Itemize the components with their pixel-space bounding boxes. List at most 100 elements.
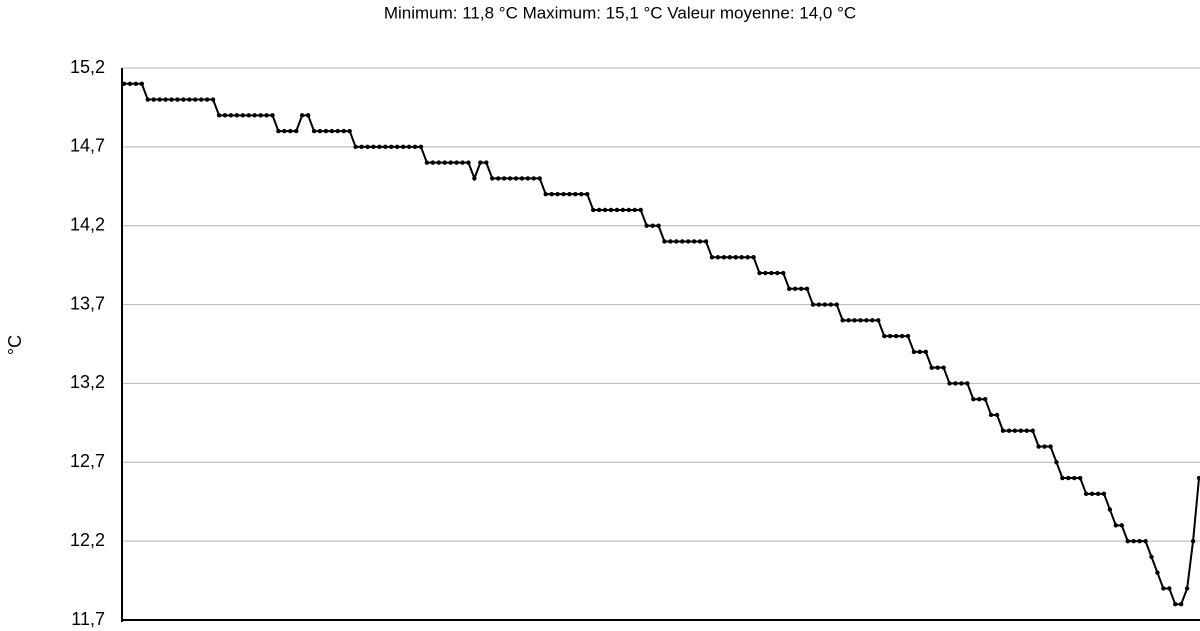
data-point	[347, 128, 352, 134]
data-point	[228, 113, 234, 118]
data-point	[127, 81, 133, 86]
data-point	[988, 412, 994, 418]
y-tick-label: 11,7	[71, 609, 105, 629]
data-point	[531, 176, 537, 181]
data-point	[798, 286, 804, 291]
data-point	[1178, 602, 1184, 607]
data-point	[727, 255, 733, 260]
data-point	[620, 207, 626, 213]
data-point	[181, 97, 186, 102]
data-point	[270, 113, 275, 118]
data-point	[187, 97, 192, 102]
data-point	[329, 128, 335, 134]
data-point	[1173, 602, 1178, 607]
data-point	[947, 381, 952, 386]
data-point	[846, 318, 851, 323]
data-point	[644, 223, 649, 228]
data-point	[139, 81, 145, 86]
data-point	[1036, 444, 1041, 449]
data-point	[1042, 444, 1047, 449]
data-point	[852, 318, 857, 323]
data-point	[216, 113, 222, 118]
data-point	[472, 176, 477, 181]
data-point	[305, 113, 311, 118]
data-point	[864, 318, 869, 323]
data-point	[941, 365, 946, 370]
data-point	[769, 270, 774, 276]
data-point	[763, 270, 768, 276]
data-point	[258, 113, 263, 118]
data-point	[786, 286, 792, 291]
data-point	[715, 255, 721, 260]
data-point	[697, 239, 703, 244]
data-point	[353, 144, 358, 150]
data-point	[585, 191, 590, 197]
data-point	[537, 176, 542, 181]
data-point	[905, 333, 911, 339]
y-tick-label: 15,2	[70, 57, 105, 77]
data-point	[495, 176, 501, 181]
data-point	[686, 239, 691, 244]
data-point	[169, 97, 174, 102]
data-point	[389, 144, 394, 150]
data-point	[335, 128, 341, 134]
data-point	[876, 318, 881, 323]
data-point	[412, 144, 418, 150]
data-point	[1006, 428, 1012, 433]
data-point	[662, 239, 667, 244]
data-point	[1107, 507, 1113, 512]
data-point	[294, 128, 299, 134]
data-point	[977, 397, 982, 402]
data-point	[1000, 428, 1006, 433]
data-point	[929, 365, 934, 370]
data-point	[822, 302, 828, 307]
data-point	[484, 160, 489, 165]
data-point	[436, 160, 441, 165]
data-point	[781, 270, 786, 276]
data-point	[199, 97, 204, 102]
data-point	[757, 270, 762, 276]
data-point	[317, 128, 323, 134]
data-point	[1149, 554, 1154, 560]
data-point	[792, 286, 798, 291]
data-point	[395, 144, 400, 150]
data-point	[513, 176, 519, 181]
data-point	[1167, 586, 1172, 591]
y-tick-label: 12,2	[70, 530, 105, 550]
data-point	[959, 381, 964, 386]
data-point	[596, 207, 602, 213]
series-line	[124, 82, 1200, 606]
data-point	[1054, 460, 1059, 465]
data-point	[252, 113, 257, 118]
data-point	[834, 302, 839, 307]
data-point	[234, 113, 240, 118]
data-point	[549, 191, 554, 197]
data-point	[371, 144, 376, 150]
data-point	[1089, 491, 1095, 497]
data-point	[745, 255, 750, 260]
data-point	[145, 97, 150, 102]
data-point	[739, 255, 744, 260]
data-point	[828, 302, 833, 307]
data-point	[579, 191, 584, 197]
data-point	[923, 349, 928, 355]
data-point	[163, 97, 168, 102]
data-point	[567, 191, 572, 197]
data-point	[359, 144, 364, 150]
data-point	[430, 160, 436, 165]
data-point	[1113, 523, 1119, 528]
data-point	[276, 128, 281, 134]
data-point	[133, 81, 139, 86]
data-point	[626, 207, 632, 213]
data-point	[1190, 538, 1196, 544]
data-point	[448, 160, 453, 165]
data-point	[608, 207, 614, 213]
data-point	[1196, 475, 1200, 481]
data-point	[311, 128, 317, 134]
data-point	[454, 160, 459, 165]
data-point	[917, 349, 923, 355]
data-point	[460, 160, 465, 165]
data-point	[442, 160, 447, 165]
data-point	[222, 113, 228, 118]
